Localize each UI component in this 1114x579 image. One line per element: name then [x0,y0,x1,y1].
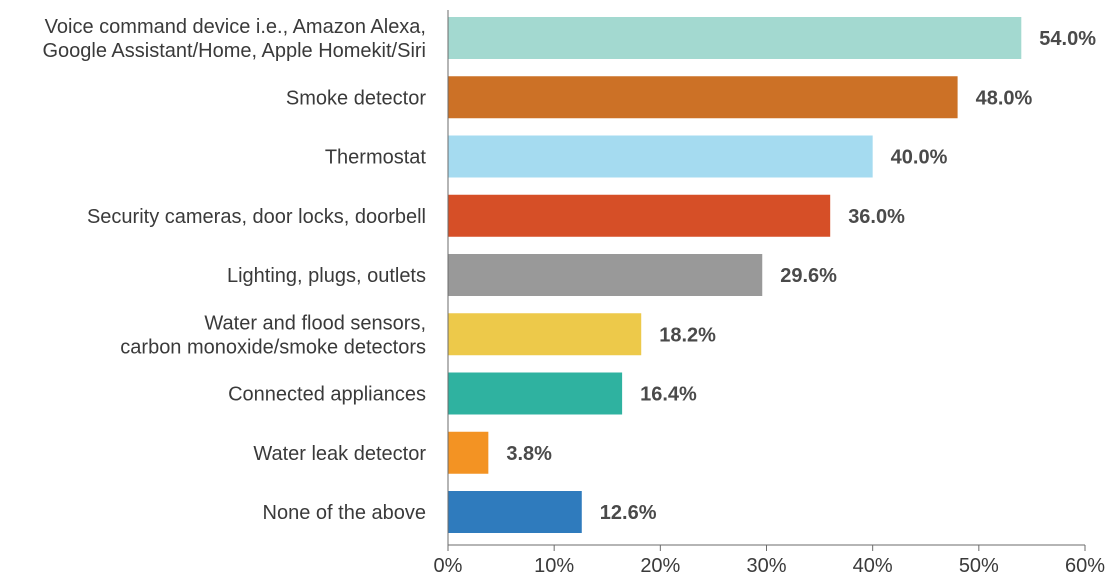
category-label-1: Smoke detector [286,87,426,109]
bar-8 [448,491,582,533]
category-label-line: Thermostat [325,147,427,169]
category-label-3: Security cameras, door locks, doorbell [87,206,426,228]
category-label-line: Water and flood sensors, [204,312,426,334]
category-label-4: Lighting, plugs, outlets [227,265,426,287]
x-tick-label-3: 30% [746,555,786,577]
category-label-0: Voice command device i.e., Amazon Alexa,… [42,16,426,62]
x-tick-label-1: 10% [534,555,574,577]
x-tick-label-5: 50% [959,555,999,577]
value-labels: 54.0% 48.0% 40.0% 36.0% 29.6% 18.2% 16.4% 3.8% 1… [506,28,1096,524]
category-label-line: Google Assistant/Home, Apple Homekit/Sir… [42,40,426,62]
bar-7 [448,431,489,474]
x-tick-label-2: 20% [640,555,680,577]
bar-6 [448,372,623,415]
bar-0 [448,17,1022,59]
value-label-5: 18.2% [659,324,716,346]
value-label-7: 3.8% [506,443,552,465]
bar-4 [448,254,763,296]
category-label-line: None of the above [263,502,426,524]
bars-group [448,17,1022,533]
category-label-line: Security cameras, door locks, doorbell [87,206,426,228]
category-label-5: Water and flood sensors, carbon monoxide/… [120,312,426,358]
bar-5 [448,313,642,356]
value-label-3: 36.0% [848,206,905,228]
category-label-2: Thermostat [325,147,427,169]
x-tick-label-4: 40% [853,555,893,577]
bar-2 [448,135,873,178]
value-label-0: 54.0% [1039,28,1096,50]
value-label-1: 48.0% [976,87,1033,109]
bar-1 [448,76,958,119]
value-label-2: 40.0% [891,147,948,169]
category-label-line: Smoke detector [286,87,426,109]
category-label-7: Water leak detector [253,443,426,465]
category-label-line: carbon monoxide/smoke detectors [120,336,426,358]
category-label-line: Voice command device i.e., Amazon Alexa, [45,16,426,38]
category-label-6: Connected appliances [228,384,426,406]
category-labels: Voice command device i.e., Amazon Alexa,… [42,16,426,524]
category-label-line: Lighting, plugs, outlets [227,265,426,287]
x-tick-label-0: 0% [434,555,463,577]
x-axis-ticks: 0% 10% 20% 30% 40% 50% 60% [434,545,1105,577]
value-label-4: 29.6% [780,265,837,287]
value-label-8: 12.6% [600,502,657,524]
category-label-line: Water leak detector [253,443,426,465]
category-label-line: Connected appliances [228,384,426,406]
value-label-6: 16.4% [640,384,697,406]
x-tick-label-6: 60% [1065,555,1105,577]
bar-3 [448,194,831,237]
category-label-8: None of the above [263,502,426,524]
